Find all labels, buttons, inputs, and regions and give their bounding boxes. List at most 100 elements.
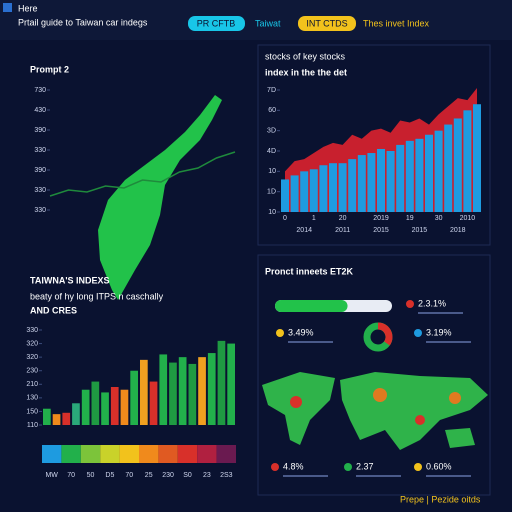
y-tick-label: 210 — [26, 381, 38, 388]
panel — [257, 44, 491, 246]
bar — [473, 104, 481, 212]
bar — [281, 179, 289, 212]
bar — [130, 370, 138, 425]
stat-caption — [426, 341, 471, 343]
bar — [169, 362, 177, 425]
bar — [217, 340, 226, 425]
stat-dot — [406, 300, 414, 308]
bar — [338, 163, 347, 212]
panel-title: stocks of key stocks — [265, 51, 346, 61]
y-tick-label: 320 — [26, 354, 38, 361]
strip-label: 70 — [67, 472, 75, 479]
bar — [178, 357, 187, 425]
bar — [81, 389, 90, 425]
y-tick-label: 3D — [267, 128, 276, 135]
panel-subtitle: beaty of hy long ITPS n caschally — [30, 291, 164, 301]
bar — [198, 357, 206, 425]
strip-label: MW — [45, 472, 58, 479]
footer: Prepe | Pezide oitds — [400, 494, 481, 504]
y-tick-label: 330 — [34, 207, 46, 214]
bar — [207, 353, 216, 425]
header-title: Here — [18, 3, 38, 13]
color-strip — [42, 445, 62, 463]
x-tick-label: 1 — [312, 215, 316, 222]
bar — [62, 412, 71, 425]
color-strip — [61, 445, 81, 463]
y-tick-label: 730 — [34, 87, 46, 94]
bar — [367, 153, 376, 212]
y-tick-label: 390 — [34, 167, 46, 174]
color-strip — [100, 445, 120, 463]
y-tick-label: 10 — [268, 168, 276, 175]
top-bar — [0, 0, 512, 40]
world-map — [262, 372, 488, 450]
x-tick-label: 19 — [406, 215, 414, 222]
bar — [149, 381, 158, 425]
x-tick-label: 2015 — [412, 227, 428, 234]
stat-dot — [414, 329, 422, 337]
bar — [290, 175, 299, 212]
stat-dot — [271, 463, 279, 471]
stat-value: 2.37 — [356, 461, 374, 471]
stat-caption — [288, 341, 333, 343]
color-strip — [216, 445, 236, 463]
panel-subtitle: index in the the det — [265, 67, 347, 77]
icon — [3, 3, 12, 12]
y-tick-label: 110 — [27, 422, 38, 429]
panel-title: Pronct inneets ET2K — [265, 266, 354, 276]
tab-label[interactable]: Taiwat — [255, 18, 281, 28]
stat-value: 2.3.1% — [418, 298, 446, 308]
color-strip — [158, 445, 178, 463]
x-tick-label: 20 — [339, 215, 347, 222]
stat-caption — [426, 475, 471, 477]
bar — [110, 387, 119, 425]
bar — [43, 408, 51, 425]
bar — [101, 392, 109, 425]
color-strip — [80, 445, 101, 463]
tab-label[interactable]: Thes invet Index — [363, 18, 430, 28]
x-tick-label: 2019 — [373, 215, 389, 222]
strip-label: 23 — [203, 472, 211, 479]
x-tick-label: 2015 — [373, 227, 389, 234]
panel-note: AND CRES — [30, 305, 77, 315]
strip-label: 70 — [125, 472, 133, 479]
y-tick-label: 150 — [26, 408, 38, 415]
bar — [91, 381, 100, 425]
bar — [52, 414, 61, 425]
tab-label[interactable]: PR CFTB — [197, 18, 236, 28]
tab[interactable] — [298, 16, 356, 31]
bar — [140, 359, 148, 425]
bar — [357, 155, 366, 212]
bar — [425, 134, 433, 212]
progress-bar — [275, 300, 348, 312]
x-tick-label: 2018 — [450, 227, 466, 234]
bar — [329, 163, 337, 212]
stat-value: 4.8% — [283, 461, 304, 471]
y-tick-label: 330 — [26, 327, 38, 334]
header-subtitle: Prtail guide to Taiwan car indegs — [18, 17, 148, 27]
bar — [120, 389, 129, 425]
color-strip — [197, 445, 217, 463]
y-tick-label: 7D — [267, 87, 276, 94]
y-tick-label: 1D — [267, 189, 276, 196]
bar — [227, 343, 235, 425]
stat-dot — [344, 463, 352, 471]
bar — [463, 110, 472, 212]
taiwan-map — [98, 95, 222, 300]
stat-dot — [276, 329, 284, 337]
y-tick-label: 4D — [267, 148, 276, 155]
panel-title: Prompt 2 — [30, 64, 69, 74]
x-tick-label: 2010 — [460, 215, 476, 222]
stat-value: 3.49% — [288, 327, 314, 337]
donut-segment — [377, 322, 393, 346]
tab[interactable] — [188, 16, 245, 31]
y-tick-label: 430 — [34, 107, 46, 114]
bar — [72, 403, 80, 425]
bar — [309, 169, 318, 212]
bar — [386, 151, 395, 212]
strip-label: D5 — [105, 472, 114, 479]
stat-caption — [283, 475, 328, 477]
strip-label: S0 — [183, 472, 192, 479]
tab-label[interactable]: INT CTDS — [306, 18, 347, 28]
